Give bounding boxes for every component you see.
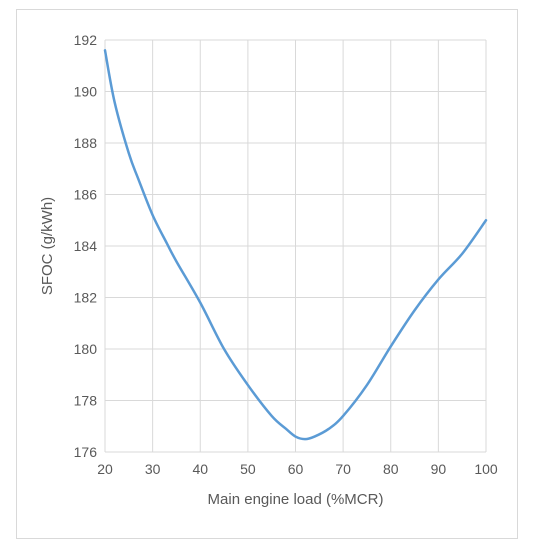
y-tick-label: 192	[74, 32, 98, 48]
y-tick-label: 190	[74, 84, 98, 100]
x-tick-label: 80	[383, 461, 399, 477]
y-tick-label: 178	[74, 393, 98, 409]
x-tick-label: 90	[431, 461, 447, 477]
y-tick-labels: 176 178 180 182 184 186 188 190 192	[74, 32, 98, 460]
y-axis-title: SFOC (g/kWh)	[39, 197, 56, 295]
y-tick-label: 176	[74, 444, 98, 460]
x-tick-labels: 20 30 40 50 60 70 80 90 100	[97, 461, 498, 477]
chart-frame	[16, 9, 518, 539]
gridlines	[104, 39, 487, 453]
y-tick-label: 188	[74, 135, 98, 151]
y-tick-label: 180	[74, 341, 98, 357]
x-tick-label: 70	[335, 461, 351, 477]
x-tick-label: 40	[192, 461, 208, 477]
series-group	[103, 49, 488, 441]
x-axis-title: Main engine load (%MCR)	[208, 491, 384, 508]
series-line-0	[103, 49, 488, 441]
y-tick-label: 182	[74, 290, 98, 306]
x-tick-label: 100	[474, 461, 498, 477]
x-tick-label: 30	[145, 461, 161, 477]
x-tick-label: 20	[97, 461, 113, 477]
x-tick-label: 60	[288, 461, 304, 477]
y-tick-label: 186	[74, 187, 98, 203]
x-tick-label: 50	[240, 461, 256, 477]
y-tick-label: 184	[74, 238, 98, 254]
